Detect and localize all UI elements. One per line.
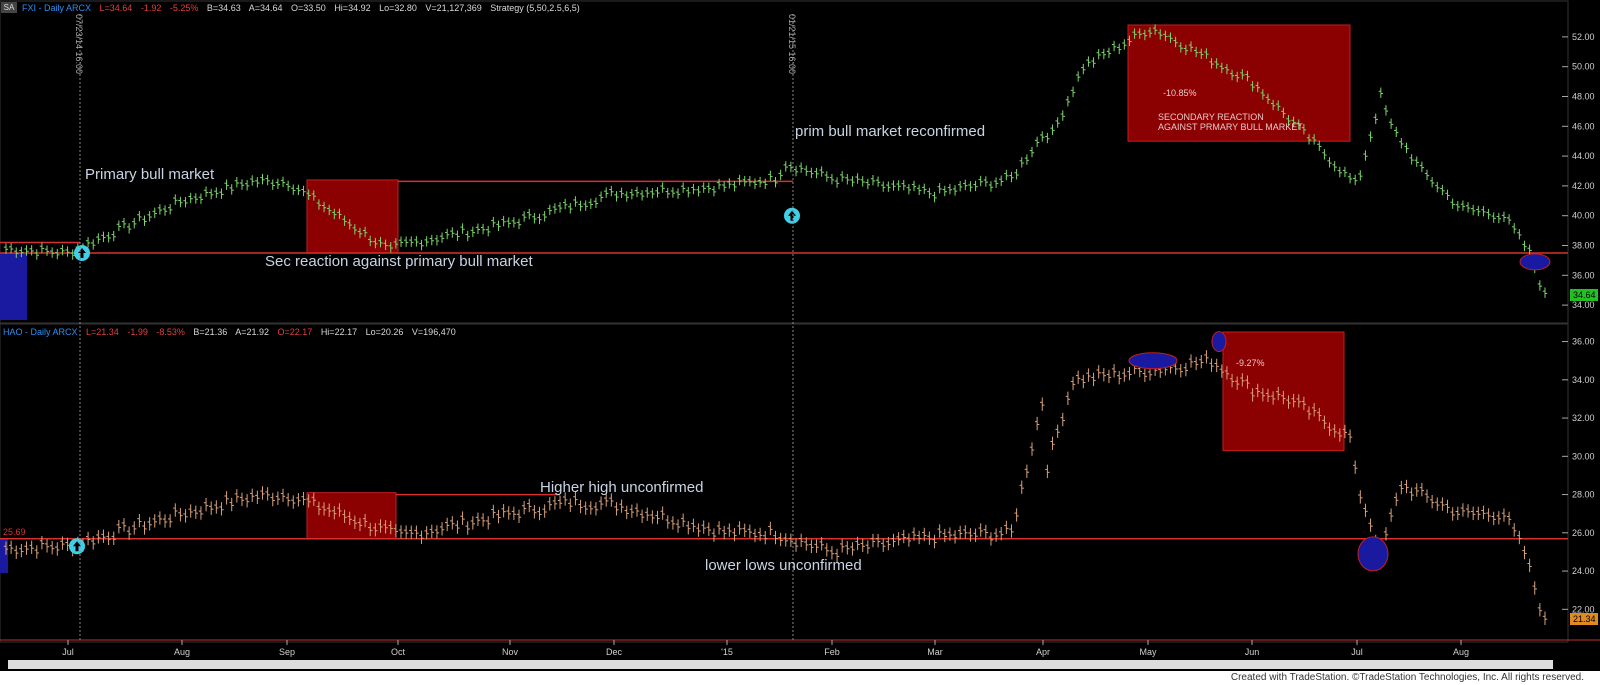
annotation-higher-high: Higher high unconfirmed (540, 479, 703, 496)
bottom-ytick-label: 28.00 (1572, 490, 1595, 500)
header-top-low: Lo=32.80 (379, 3, 417, 13)
xtick-label: Jul (1351, 647, 1363, 657)
header-top-ask: A=34.64 (248, 3, 283, 13)
header-top-bid: B=34.63 (206, 3, 241, 13)
header-bottom-change-pct: -8.53% (156, 327, 185, 337)
xtick-label: Jun (1245, 647, 1260, 657)
last-price-tag-top (1570, 289, 1598, 301)
reaction-box-top-2 (1127, 24, 1351, 142)
annotation-lower-lows: lower lows unconfirmed (705, 557, 862, 574)
footer-bar: Created with TradeStation. ©TradeStation… (0, 671, 1600, 685)
bottom-ytick-label: 34.00 (1572, 375, 1595, 385)
xtick-label: '15 (721, 647, 733, 657)
header-bottom-last: L=21.34 (86, 327, 119, 337)
level-label-bottom: 25.69 (3, 527, 26, 537)
xtick-label: Apr (1036, 647, 1050, 657)
header-top: FXI - Daily ARCX L=34.64 -1.92 -5.25% B=… (22, 3, 586, 13)
xtick-label: Nov (502, 647, 519, 657)
xtick-label: Aug (1453, 647, 1469, 657)
header-top-change-pct: -5.25% (169, 3, 199, 13)
reaction-box-bottom-1 (306, 492, 397, 540)
vline-label-2: 01/21/15 16:00 (787, 14, 797, 74)
corner-button[interactable]: SA (1, 2, 17, 13)
xtick-label: May (1139, 647, 1157, 657)
top-ytick-label: 36.00 (1572, 270, 1595, 280)
buy-arrow-icon-top-2-glyph (788, 210, 796, 221)
header-top-open: O=33.50 (291, 3, 326, 13)
bottom-ytick-label: 32.00 (1572, 413, 1595, 423)
bottom-ytick-label: 36.00 (1572, 337, 1595, 347)
top-ytick-label: 50.00 (1572, 62, 1595, 72)
header-bottom-change: -1.99 (127, 327, 148, 337)
header-bottom: HAO - Daily ARCX L=21.34 -1.99 -8.53% B=… (3, 327, 462, 337)
header-bottom-bid: B=21.36 (193, 327, 228, 337)
top-ytick-label: 46.00 (1572, 121, 1595, 131)
header-top-last: L=34.64 (99, 3, 133, 13)
header-bottom-volume: V=196,470 (411, 327, 456, 337)
top-ytick-label: 48.00 (1572, 92, 1595, 102)
xtick-label: Dec (606, 647, 623, 657)
header-top-volume: V=21,127,369 (425, 3, 482, 13)
top-ytick-label: 42.00 (1572, 181, 1595, 191)
header-bottom-symbol: HAO - Daily ARCX (3, 327, 78, 337)
ellipse-bottom-2 (1211, 331, 1227, 353)
blue-block-bottom (0, 538, 8, 573)
last-price-text-top: 34.64 (1573, 290, 1596, 300)
xtick-label: Aug (174, 647, 190, 657)
annotation-pct-top: -10.85% (1163, 88, 1197, 98)
last-price-text-bottom: 21.34 (1573, 614, 1596, 624)
vline-label-1: 07/23/14 16:00 (74, 14, 84, 74)
header-top-change: -1.92 (140, 3, 162, 13)
top-ytick-label: 34.00 (1572, 300, 1595, 310)
ellipse-bottom-1 (1128, 352, 1178, 370)
bottom-ytick-label: 26.00 (1572, 528, 1595, 538)
bottom-ytick-label: 22.00 (1572, 604, 1595, 614)
ellipse-bottom-3 (1357, 536, 1389, 572)
bottom-ytick-label: 30.00 (1572, 451, 1595, 461)
header-bottom-high: Hi=22.17 (320, 327, 358, 337)
annotation-primary-bull: Primary bull market (85, 166, 215, 183)
xtick-label: Sep (279, 647, 295, 657)
annotation-pct-bottom: -9.27% (1236, 358, 1265, 368)
ellipse-top (1519, 253, 1551, 271)
credit-text: Created with TradeStation. ©TradeStation… (1230, 672, 1584, 683)
header-bottom-open: O=22.17 (277, 327, 313, 337)
reaction-box-top-1 (306, 179, 399, 254)
buy-arrow-icon-bottom-1-glyph (73, 541, 81, 552)
top-ytick-label: 38.00 (1572, 241, 1595, 251)
top-ytick-label: 40.00 (1572, 211, 1595, 221)
header-top-symbol: FXI - Daily ARCX (22, 3, 92, 13)
xtick-label: Jul (62, 647, 74, 657)
header-bottom-low: Lo=20.26 (365, 327, 404, 337)
annotation-reconfirmed: prim bull market reconfirmed (795, 123, 985, 140)
blue-block-top (0, 252, 27, 320)
annotation-box-line1: SECONDARY REACTION (1158, 112, 1264, 122)
header-bottom-ask: A=21.92 (235, 327, 269, 337)
xtick-label: Mar (927, 647, 943, 657)
top-ytick-label: 52.00 (1572, 32, 1595, 42)
last-price-tag-bottom (1570, 613, 1598, 625)
bottom-ytick-label: 24.00 (1572, 566, 1595, 576)
horizontal-scrollbar[interactable] (8, 660, 1553, 669)
header-top-high: Hi=34.92 (334, 3, 371, 13)
xtick-label: Feb (824, 647, 840, 657)
annotation-box-line2: AGAINST PRMARY BULL MARKET (1158, 122, 1303, 132)
top-ytick-label: 44.00 (1572, 151, 1595, 161)
annotation-sec-reaction: Sec reaction against primary bull market (265, 253, 533, 270)
header-top-strategy: Strategy (5,50,2.5,6,5) (490, 3, 580, 13)
xtick-label: Oct (391, 647, 406, 657)
